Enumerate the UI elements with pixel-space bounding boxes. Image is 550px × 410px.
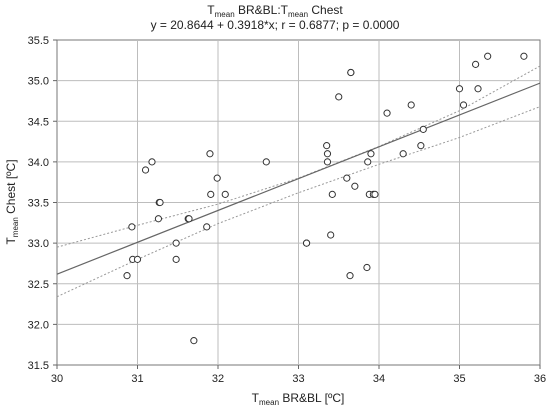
data-point (190, 337, 198, 345)
y-tick-label: 34.0 (28, 157, 49, 169)
y-axis-label-sub: mean (11, 217, 20, 237)
data-point (346, 272, 354, 280)
x-ticks-layer: 30 31 32 33 34 35 36 (51, 365, 546, 385)
y-ticks-layer: 31.5 32.0 32.5 33.0 33.5 34.0 34.5 35.0 35.5 (28, 35, 57, 372)
data-point (213, 174, 221, 182)
x-axis-label-main: T (252, 391, 260, 405)
x-tick-label: 31 (131, 373, 143, 385)
data-point (367, 150, 375, 158)
data-point (520, 52, 528, 60)
data-point (141, 166, 150, 174)
data-point (185, 215, 193, 223)
data-point (455, 85, 464, 93)
regression-line (56, 82, 541, 275)
x-tick-label: 35 (453, 373, 465, 385)
data-point (484, 52, 492, 60)
data-point (323, 142, 331, 150)
y-tick-label: 34.5 (28, 116, 49, 128)
data-point (407, 101, 415, 109)
data-point (459, 101, 468, 109)
y-tick-label: 35.0 (28, 76, 49, 88)
data-point (371, 190, 379, 198)
data-point (474, 85, 482, 93)
chart-title-main: T (207, 3, 215, 17)
chart-title-rest2: Chest (308, 3, 343, 17)
data-point (383, 109, 391, 117)
chart-title-sub2: mean (288, 10, 308, 19)
y-tick-label: 31.5 (28, 360, 49, 372)
x-axis-label-rest: BR&BL [ºC] (279, 391, 344, 405)
data-point (203, 223, 211, 231)
data-point (351, 182, 359, 190)
data-point (328, 190, 336, 198)
chart-subtitle: y = 20.8644 + 0.3918*x; r = 0.6877; p = … (151, 18, 400, 32)
data-point (207, 190, 215, 198)
x-tick-label: 33 (292, 373, 304, 385)
regression-layer (56, 82, 541, 275)
data-point (172, 255, 180, 263)
x-tick-label: 34 (373, 373, 385, 385)
data-point (123, 272, 131, 280)
data-point (347, 68, 355, 77)
y-axis-label-main: T (4, 237, 18, 245)
y-tick-label: 32.0 (28, 319, 49, 331)
data-point (343, 174, 351, 182)
data-point (128, 223, 136, 231)
data-point (221, 190, 229, 198)
confidence-band-upper (56, 65, 541, 248)
data-point (417, 142, 425, 150)
chart-title-sub: mean (215, 10, 235, 19)
data-point (302, 239, 311, 247)
x-axis-label: Tmean BR&BL [ºC] (252, 391, 345, 407)
y-axis-label: Tmean Chest [ºC] (4, 159, 20, 244)
data-point (363, 263, 371, 272)
data-point (172, 239, 180, 247)
data-point (472, 60, 480, 68)
data-point (262, 158, 270, 166)
data-point (156, 198, 164, 207)
x-axis-label-sub: mean (259, 398, 279, 407)
data-point (327, 231, 335, 239)
x-tick-label: 32 (212, 373, 224, 385)
y-tick-label: 32.5 (28, 279, 49, 291)
x-tick-label: 30 (51, 373, 63, 385)
data-point (206, 150, 214, 158)
y-axis-label-rest: Chest [ºC] (4, 159, 18, 217)
y-tick-label: 35.5 (28, 35, 49, 47)
data-point (419, 125, 427, 133)
chart-title: Tmean BR&BL:Tmean Chest (207, 3, 343, 19)
y-tick-label: 33.5 (28, 198, 49, 210)
data-point (399, 150, 407, 158)
data-point (335, 93, 343, 101)
y-tick-label: 33.0 (28, 238, 49, 250)
data-point (154, 215, 163, 223)
data-point (133, 255, 142, 263)
chart-title-rest: BR&BL:T (235, 3, 289, 17)
points-layer (123, 52, 528, 345)
data-point (148, 158, 156, 166)
grid-layer (57, 40, 540, 365)
data-point (323, 158, 332, 166)
x-tick-label: 36 (534, 373, 546, 385)
data-point (364, 158, 372, 166)
data-point (323, 150, 332, 158)
